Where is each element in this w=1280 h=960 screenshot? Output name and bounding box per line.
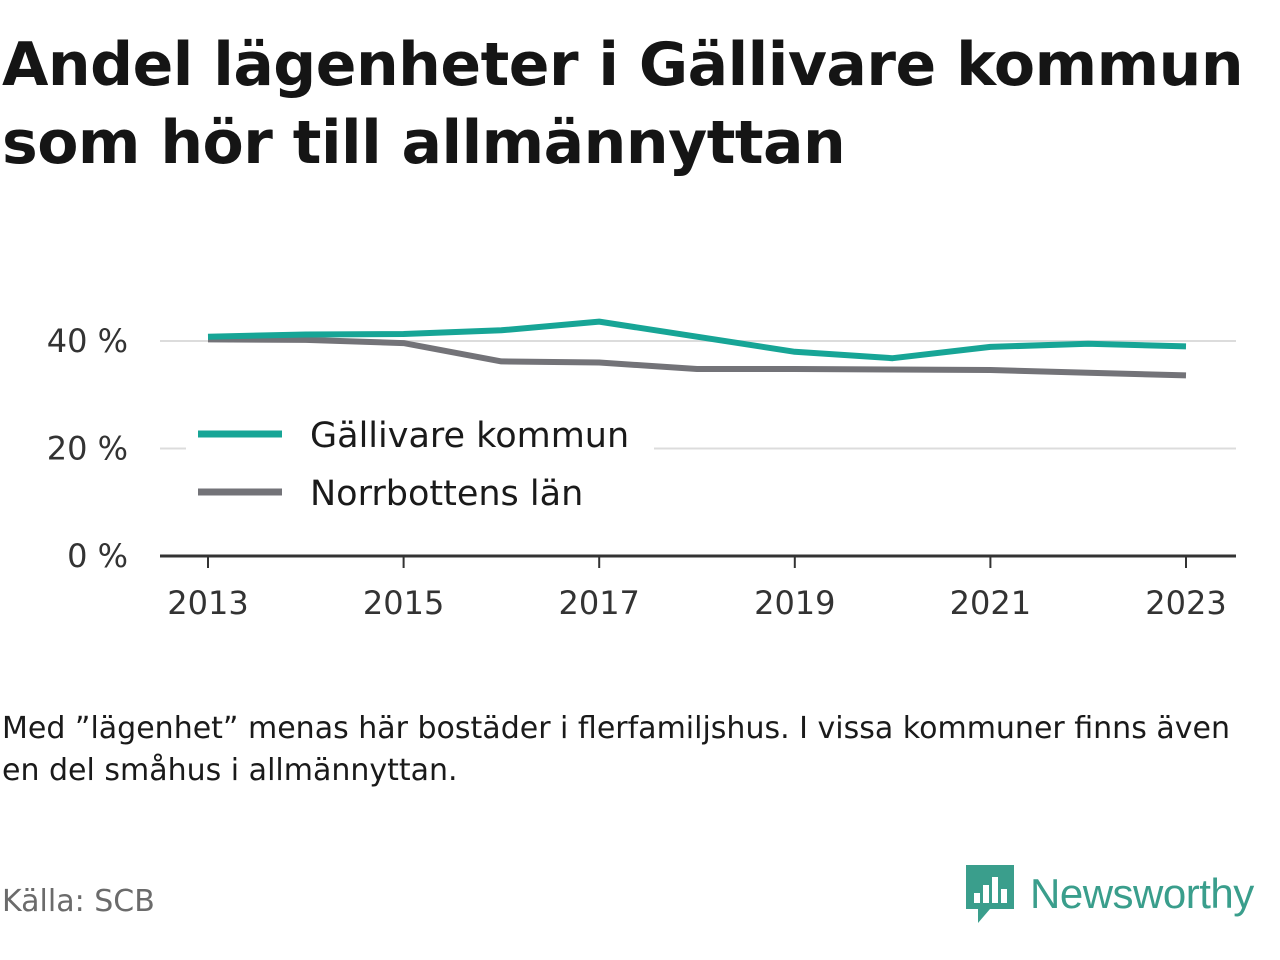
newsworthy-logo-icon [966, 865, 1014, 923]
x-tick-label: 2013 [167, 584, 248, 622]
brand-logo[interactable]: Newsworthy [964, 862, 1254, 926]
chart-note: Med ”lägenhet” menas här bostäder i fler… [2, 711, 1230, 788]
series-line [207, 318, 1187, 362]
legend: Gällivare kommun Norrbottens län [186, 408, 654, 522]
x-tick-label: 2015 [363, 584, 444, 622]
legend-label: Gällivare kommun [310, 416, 629, 456]
legend-label: Norrbottens län [310, 474, 583, 514]
x-tick-label: 2023 [1145, 584, 1226, 622]
x-tick-label: 2021 [950, 584, 1031, 622]
x-tick-label: 2017 [558, 584, 639, 622]
series-line [207, 336, 1187, 379]
y-tick-label: 40 % [47, 322, 128, 360]
series-lines [207, 318, 1187, 379]
x-tick-label: 2019 [754, 584, 835, 622]
axes: 0 % 20 % 40 % 2013 2015 2017 2019 2021 2023 [47, 322, 1236, 622]
y-tick-label: 0 % [67, 537, 128, 575]
legend-background [186, 408, 654, 522]
source-label: Källa: SCB [2, 884, 155, 919]
chart-title: Andel lägenheter i Gällivare kommun som … [2, 30, 1244, 178]
y-tick-label: 20 % [47, 430, 128, 468]
line-chart: Gällivare kommun Norrbottens län 0 % 20 % 4… [47, 318, 1236, 622]
brand-name: Newsworthy [1030, 870, 1254, 917]
